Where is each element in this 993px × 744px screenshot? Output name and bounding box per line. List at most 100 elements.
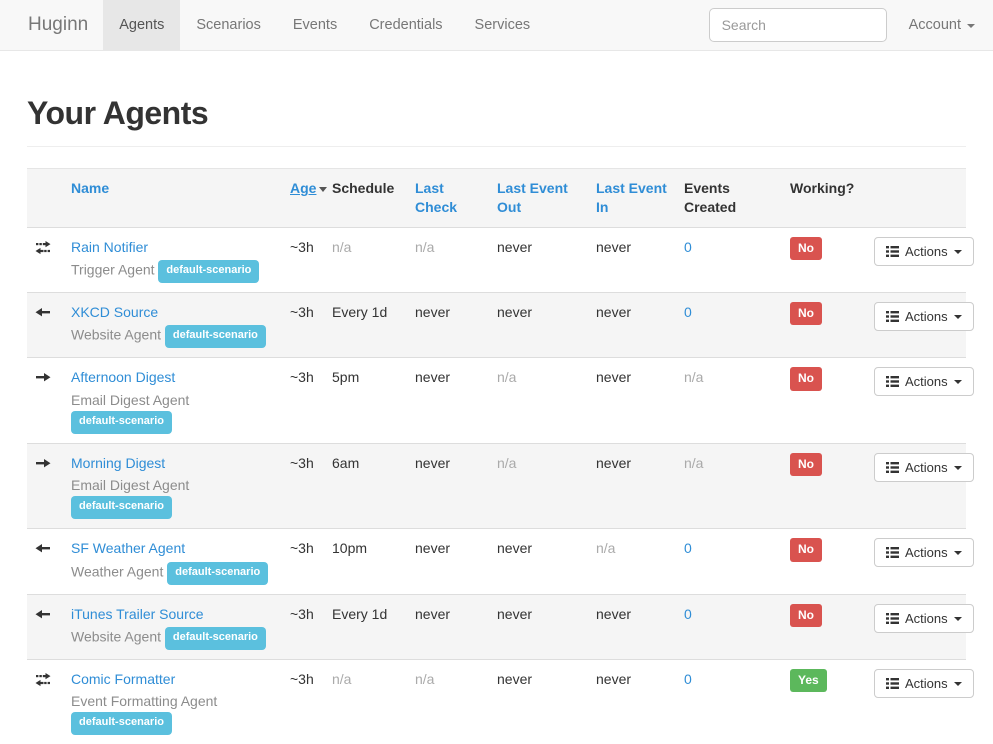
scenario-badge[interactable]: default-scenario [71,410,172,434]
last-event-out-cell: n/a [489,442,588,529]
sort-by-last-event-in-link[interactable]: Last Event In [596,180,667,215]
agent-name-link[interactable]: SF Weather Agent [71,540,186,557]
brand-logo[interactable]: Huginn [0,0,103,50]
actions-button[interactable]: Actions [874,452,974,482]
working-status-badge: No [790,538,822,562]
chevron-down-icon [953,681,962,686]
scenario-badge[interactable]: default-scenario [164,626,266,650]
schedule-cell: 6am [324,442,407,529]
events-created-link[interactable]: 0 [684,304,692,321]
list-icon [886,461,899,473]
schedule-cell: n/a [324,226,407,293]
table-row: XKCD Source Website Agent default-scenari… [27,292,974,358]
table-row: SF Weather Agent Weather Agent default-sc… [27,528,974,595]
nav-item-events[interactable]: Events [292,17,338,33]
agent-type-label: Email Digest Agent [71,391,190,408]
table-row: iTunes Trailer Source Website Agent defau… [27,593,974,660]
scenario-badge[interactable]: default-scenario [164,325,266,349]
last-event-out-cell: never [489,658,588,744]
nav-item-services[interactable]: Services [474,17,531,33]
nav-item-credentials[interactable]: Credentials [369,17,443,33]
actions-button[interactable]: Actions [874,367,974,397]
last-check-cell: never [407,442,489,529]
actions-button[interactable]: Actions [874,302,974,332]
sort-by-last-check-link[interactable]: Last Check [415,180,458,215]
list-icon [886,245,899,257]
age-cell: ~3h [282,226,324,293]
working-status-badge: No [790,452,822,477]
last-event-in-cell: never [588,442,676,529]
chevron-down-icon [953,616,962,621]
scenario-badge[interactable]: default-scenario [167,561,269,585]
events-created-link[interactable]: 0 [684,670,692,687]
arrow-right-icon [35,456,55,471]
table-row: Comic Formatter Event Formatting Agent de… [27,658,974,744]
sort-by-age-link[interactable]: Age [290,180,317,196]
actions-button[interactable]: Actions [874,538,974,568]
events-created-link[interactable]: 0 [684,540,692,557]
agent-name-link[interactable]: iTunes Trailer Source [71,605,204,622]
events-created-link[interactable]: 0 [684,605,692,622]
arrow-left-icon [35,305,55,320]
top-navbar: Huginn Agents Scenarios Events Credentia… [0,0,993,51]
agent-name-link[interactable]: Rain Notifier [71,238,149,255]
arrow-right-icon [35,370,55,385]
last-event-in-cell: never [588,226,676,293]
age-cell: ~3h [282,292,324,358]
arrow-left-icon [35,607,55,622]
table-row: Morning Digest Email Digest Agent default… [27,442,974,529]
scenario-badge[interactable]: default-scenario [71,496,172,520]
actions-button[interactable]: Actions [874,603,974,633]
last-check-cell: never [407,357,489,444]
age-cell: ~3h [282,593,324,660]
working-status-badge: Yes [790,668,827,693]
events-created-cell: n/a [676,442,782,529]
chevron-down-icon [953,315,962,320]
icon-column-header [27,168,63,228]
agent-name-link[interactable]: XKCD Source [71,304,159,321]
brand-label: Huginn [28,14,89,35]
agent-type-label: Event Formatting Agent [71,693,218,710]
sort-desc-icon [319,187,328,192]
last-event-in-cell: never [588,593,676,660]
actions-button[interactable]: Actions [874,236,974,266]
agent-type-label: Trigger Agent [71,261,155,278]
search-input[interactable] [708,8,887,42]
chevron-down-icon [953,551,962,556]
agent-type-label: Email Digest Agent [71,477,190,494]
last-event-out-cell: n/a [489,357,588,444]
actions-button[interactable]: Actions [874,668,974,698]
last-event-out-cell: never [489,292,588,358]
nav-item-scenarios[interactable]: Scenarios [196,17,261,33]
list-icon [886,547,899,559]
age-cell: ~3h [282,528,324,595]
last-check-cell: never [407,528,489,595]
table-row: Rain Notifier Trigger Agent default-scena… [27,226,974,293]
navbar-right: Account [708,0,993,50]
account-dropdown[interactable]: Account [887,17,993,33]
list-icon [886,612,899,624]
last-event-in-cell: never [588,357,676,444]
sort-by-name-link[interactable]: Name [71,180,110,196]
sort-by-last-event-out-link[interactable]: Last Event Out [497,180,568,215]
scenario-badge[interactable]: default-scenario [158,260,260,284]
page-header: Your Agents [27,95,966,147]
agent-type-label: Website Agent [71,628,162,645]
nav-item-agents[interactable]: Agents [103,0,181,50]
last-check-cell: n/a [407,658,489,744]
agent-name-link[interactable]: Afternoon Digest [71,369,176,386]
events-created-link[interactable]: 0 [684,238,692,255]
working-status-badge: No [790,367,822,391]
schedule-cell: n/a [324,658,407,744]
exchange-icon [35,240,55,255]
schedule-column-header: Schedule [324,168,407,228]
exchange-icon [35,672,55,687]
agent-name-link[interactable]: Comic Formatter [71,670,176,687]
scenario-badge[interactable]: default-scenario [71,712,172,736]
schedule-cell: 10pm [324,528,407,595]
last-event-in-cell: never [588,658,676,744]
actions-column-header [866,168,966,228]
table-row: Afternoon Digest Email Digest Agent defau… [27,357,974,444]
agent-name-link[interactable]: Morning Digest [71,454,166,471]
age-cell: ~3h [282,442,324,529]
